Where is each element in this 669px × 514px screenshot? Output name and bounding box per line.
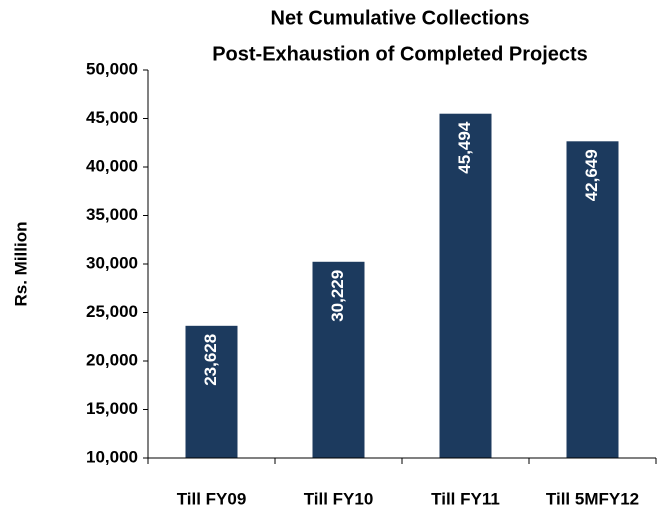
- bar: [312, 261, 365, 458]
- chart-title: Net Cumulative Collections: [271, 7, 530, 29]
- y-tick-label: 10,000: [86, 447, 138, 466]
- bar: [566, 141, 619, 459]
- value-label: 30,229: [328, 270, 347, 322]
- value-label: 45,494: [455, 121, 474, 174]
- value-label: 42,649: [582, 149, 601, 201]
- y-tick-label: 20,000: [86, 350, 138, 369]
- y-tick-label: 50,000: [86, 59, 138, 78]
- y-tick-label: 25,000: [86, 302, 138, 321]
- y-tick-label: 30,000: [86, 253, 138, 272]
- x-tick-label: Till FY10: [304, 489, 374, 508]
- y-tick-label: 35,000: [86, 205, 138, 224]
- y-axis-label: Rs. Million: [11, 222, 30, 307]
- x-tick-label: Till FY09: [177, 489, 247, 508]
- x-tick-label: Till 5MFY12: [546, 489, 639, 508]
- y-tick-label: 40,000: [86, 156, 138, 175]
- chart-subtitle: Post-Exhaustion of Completed Projects: [212, 43, 588, 65]
- bar: [439, 113, 492, 459]
- bar: [185, 325, 238, 458]
- x-tick-label: Till FY11: [431, 489, 500, 508]
- y-tick-label: 15,000: [86, 399, 138, 418]
- value-label: 23,628: [201, 334, 220, 386]
- y-tick-label: 45,000: [86, 108, 138, 127]
